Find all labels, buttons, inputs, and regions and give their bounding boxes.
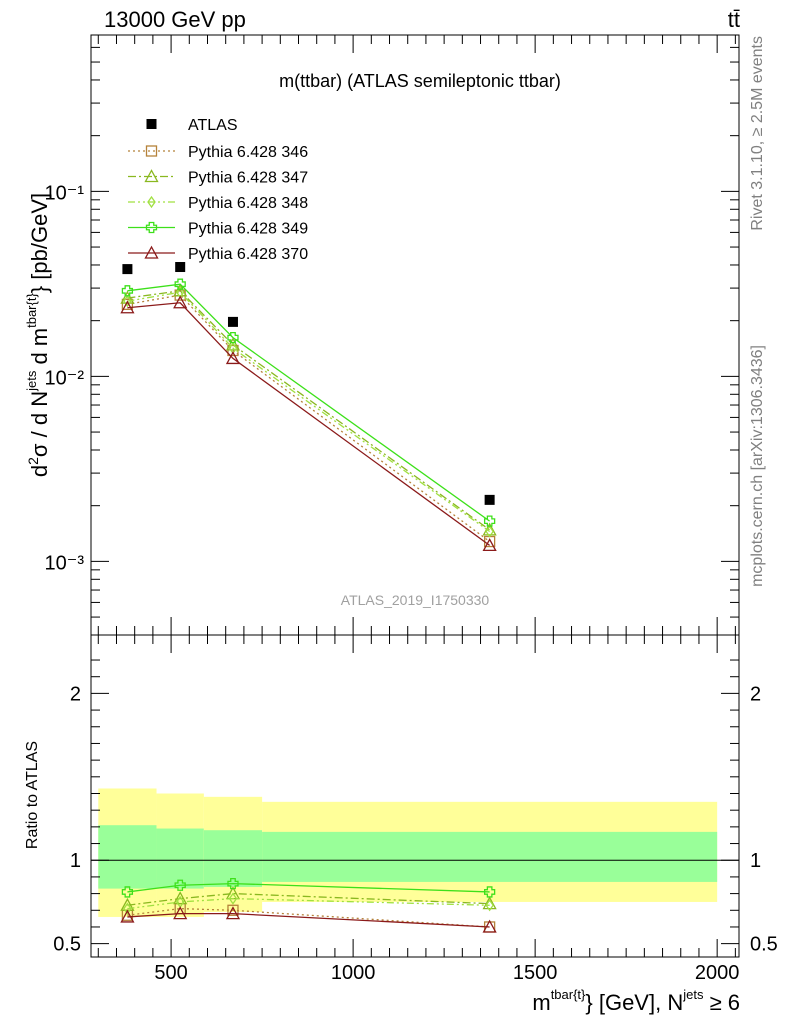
marker-cross — [483, 886, 496, 898]
ratio-y-axis-label: Ratio to ATLAS — [24, 741, 41, 849]
main-legend: ATLAS Pythia 6.428 346 Pythia 6.428 347 Pyt… — [128, 117, 308, 263]
marker-diamond — [228, 892, 238, 905]
data-point — [175, 262, 186, 273]
rivet-label: Rivet 3.1.10, ≥ 2.5M events — [749, 36, 766, 231]
marker-triangle — [173, 295, 188, 309]
marker-triangle — [482, 538, 497, 552]
marker-triangle — [144, 169, 159, 183]
marker-cross — [227, 331, 239, 344]
energy-label: 13000 GeV pp — [104, 7, 246, 32]
marker-cross — [121, 886, 134, 898]
ratio-frame — [90, 634, 740, 958]
mc-series — [120, 295, 497, 552]
ratio-line — [127, 907, 490, 928]
ratio-y-tick-label-right: 1 — [750, 850, 761, 872]
series-line — [127, 291, 491, 533]
mcplots-label: mcplots.cern.ch [arXiv:1306.3436] — [749, 345, 766, 587]
series-line — [127, 290, 491, 531]
series-line — [127, 294, 491, 543]
legend-marker — [146, 119, 157, 129]
x-label-text: mtbar{t}} [GeV], Njets ≥ 6 — [532, 987, 740, 1015]
y-label-text: d2σ / d Njets d mtbar{t}} [pb/GeV] — [24, 193, 52, 477]
watermark: ATLAS_2019_I1750330 — [341, 592, 490, 608]
marker-square — [121, 298, 134, 311]
x-tick-label: 2000 — [695, 962, 740, 984]
marker-diamond — [123, 902, 132, 915]
legend-label: ATLAS — [188, 117, 238, 134]
legend-label: Pythia 6.428 370 — [188, 246, 308, 263]
series-line — [127, 302, 491, 546]
marker-cross — [145, 221, 158, 234]
ratio-line — [127, 897, 490, 910]
marker-cross — [483, 515, 496, 527]
main-title: m(ttbar) (ATLAS semileptonic ttbar) — [279, 71, 561, 91]
legend-label: Pythia 6.428 347 — [188, 170, 308, 187]
process-label: tt̄ — [728, 7, 740, 32]
ratio-y-tick-label: 2 — [70, 683, 81, 705]
marker-triangle — [120, 300, 135, 314]
marker-triangle — [173, 906, 188, 920]
series-line — [127, 283, 491, 522]
main-panel: ATLAS_2019_I1750330 10⁻³ 10⁻² 10⁻¹ m(ttbar… — [24, 34, 740, 636]
marker-diamond — [485, 525, 494, 538]
y-tick-label: 10⁻¹ — [45, 182, 85, 204]
ratio-line — [127, 882, 490, 893]
marker-cross — [227, 877, 239, 890]
marker-diamond — [123, 295, 132, 308]
marker-cross — [174, 278, 186, 290]
data-point — [122, 264, 133, 275]
x-tick-label: 500 — [154, 962, 187, 984]
y-tick-label: 10⁻³ — [45, 552, 85, 574]
data-point — [227, 316, 238, 327]
uncertainty-band-inner — [203, 830, 263, 887]
x-tick-label: 1500 — [513, 962, 558, 984]
marker-triangle — [482, 919, 497, 933]
mc-series — [123, 286, 494, 538]
marker-diamond — [147, 195, 156, 209]
x-axis-label: mtbar{t}} [GeV], Njets ≥ 6 — [532, 987, 740, 1015]
data-point — [484, 494, 495, 505]
marker-cross — [121, 285, 134, 297]
ratio-panel: 0.5 0.5 1 1 2 2 500 1000 1500 2000 Ratio to ATLAS… — [24, 634, 778, 1015]
marker-diamond — [485, 899, 494, 912]
marker-triangle — [225, 906, 241, 920]
main-y-axis-label: d2σ / d Njets d mtbar{t}} [pb/GeV] — [24, 193, 52, 477]
y-tick-label: 10⁻² — [45, 367, 85, 389]
marker-triangle — [482, 896, 497, 910]
marker-triangle — [120, 909, 135, 923]
marker-square — [145, 145, 158, 157]
marker-triangle — [144, 245, 159, 259]
ratio-y-tick-label-right: 2 — [750, 683, 761, 705]
x-tick-label: 1000 — [331, 962, 376, 984]
legend-label: Pythia 6.428 346 — [188, 144, 308, 161]
marker-cross — [174, 879, 186, 891]
uncertainty-band-inner — [98, 825, 157, 889]
marker-triangle — [173, 891, 188, 905]
ratio-line — [127, 912, 490, 928]
ratio-series — [121, 877, 496, 898]
legend-label: Pythia 6.428 349 — [188, 221, 308, 238]
legend-label: Pythia 6.428 348 — [188, 195, 308, 212]
ratio-y-tick-label-right: 0.5 — [750, 934, 778, 956]
mc-series — [120, 283, 497, 536]
uncertainty-band-inner — [156, 828, 204, 889]
mc-series — [121, 278, 496, 527]
marker-square — [227, 904, 239, 916]
marker-triangle — [225, 351, 241, 365]
ratio-series — [120, 906, 497, 933]
ratio-y-tick-label: 0.5 — [53, 934, 81, 956]
uncertainty-band-inner — [262, 831, 718, 882]
ratio-y-tick-label: 1 — [70, 850, 81, 872]
